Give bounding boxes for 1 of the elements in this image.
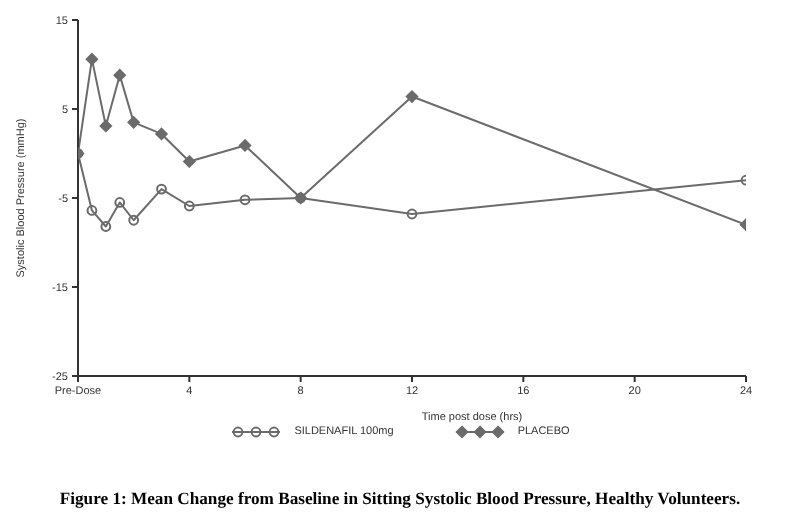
caption: Figure 1: Mean Change from Baseline in Sitting Systolic Blood Pressure, Healthy Volunteers. xyxy=(57,488,743,508)
